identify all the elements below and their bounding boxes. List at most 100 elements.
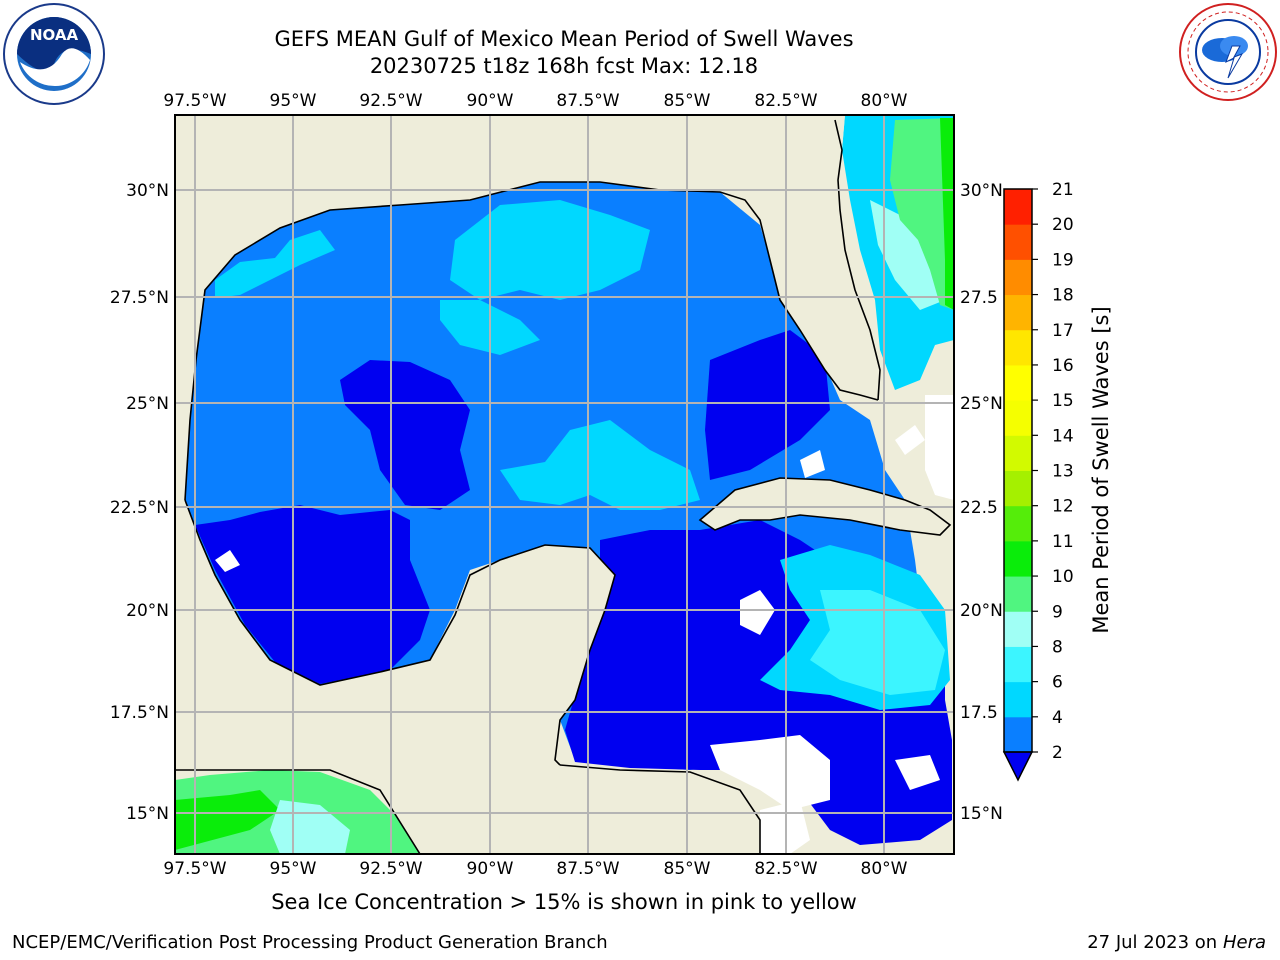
lat-label: 25°N [960,394,1003,414]
lon-label: 92.5°W [359,91,422,111]
colorbar-under-arrow [1002,751,1034,782]
noaa-logo: NOAA [3,3,105,105]
colorbar-tick-label: 2 [1052,743,1063,763]
run-date-text: 27 Jul 2023 on [1087,932,1223,953]
lat-label: 20°N [126,601,169,621]
colorbar-swatch [1004,611,1032,647]
masked-patch-1 [800,450,825,478]
short-period-east [705,330,830,480]
colorbar-tick-label: 6 [1052,673,1063,693]
colorbar-swatch [1004,259,1032,296]
lat-label: 22.5°N [110,498,169,518]
green-swell-atlantic-core [940,118,954,310]
graticule [175,115,954,854]
lon-label: 97.5°W [163,859,226,879]
yucatan-land [175,545,615,854]
masked-patch-3 [710,735,830,810]
lon-label: 95°W [270,91,317,111]
colorbar-swatch [1004,294,1032,331]
colorbar-swatch [1004,470,1032,507]
lon-labels-bottom: 97.5°W 95°W 92.5°W 90°W 87.5°W 85°W 82.5… [163,859,907,879]
colorbar-swatch [1004,329,1032,366]
colorbar-label: Mean Period of Swell Waves [s] [1089,306,1113,633]
lon-labels-top: 97.5°W 95°W 92.5°W 90°W 87.5°W 85°W 82.5… [163,91,907,111]
lon-label: 90°W [467,91,514,111]
map-subtitle: 20230725 t18z 168h fcst Max: 12.18 [369,54,759,78]
lon-label: 82.5°W [754,91,817,111]
colorbar-tick-label: 17 [1052,321,1074,341]
colorbar-tick-label: 14 [1052,426,1074,446]
colorbar-swatch [1004,646,1032,683]
swell-patch-north [450,200,650,300]
swell-patch-nw [215,230,335,298]
green-swell-atlantic [890,118,954,310]
machine-name: Hera [1222,932,1266,953]
colorbar-swatch [1004,400,1032,436]
lon-label: 92.5°W [359,859,422,879]
lon-label: 87.5°W [556,859,619,879]
florida-tip [830,115,845,180]
colorbar-tick-label: 19 [1052,250,1074,270]
colorbar-swatch [1004,364,1032,401]
producer-credit: NCEP/EMC/Verification Post Processing Pr… [12,932,608,953]
colorbar: 2 4 6 8 9 10 11 12 13 14 15 16 17 18 19 20 21 [1002,180,1074,782]
colorbar-tick-label: 18 [1052,286,1074,306]
lon-label: 85°W [664,91,711,111]
colorbar-tick-label: 15 [1052,391,1074,411]
lat-label: 15°N [960,804,1003,824]
masked-patch-2 [740,590,775,635]
lat-label: 17.5 [960,703,998,723]
masked-patch-5 [895,425,925,455]
colorbar-tick-label: 9 [1052,602,1063,622]
map-title: GEFS MEAN Gulf of Mexico Mean Period of … [274,27,854,51]
lat-label: 27.5°N [110,288,169,308]
lon-label: 82.5°W [754,859,817,879]
lon-label: 87.5°W [556,91,619,111]
lon-label: 80°W [861,91,908,111]
nws-logo [1179,3,1277,101]
colorbar-swatch [1004,435,1032,471]
lat-label: 17.5°N [110,703,169,723]
central-america-land [560,765,760,854]
masked-patch-8 [215,550,240,572]
colorbar-tick-label: 20 [1052,215,1074,235]
swell-band-caribbean-light [810,590,945,695]
colorbar-swatch [1004,224,1032,260]
lat-label: 15°N [126,804,169,824]
colorbar-swatch [1004,576,1032,612]
lat-labels-left: 30°N 27.5°N 25°N 22.5°N 20°N 17.5°N 15°N [110,181,169,824]
colorbar-tick-label: 16 [1052,356,1074,376]
masked-patch-7 [895,755,940,790]
run-date: 27 Jul 2023 on Hera [1087,932,1266,953]
colorbar-tick-label: 11 [1052,532,1074,552]
florida-peninsula [740,180,880,400]
lat-label: 30°N [126,181,169,201]
map-frame [174,114,955,855]
noaa-logo-text: NOAA [30,26,79,44]
lat-label: 22.5 [960,498,998,518]
sea-ice-note: Sea Ice Concentration > 15% is shown in … [271,890,857,914]
lat-label: 25°N [126,394,169,414]
colorbar-tick-label: 21 [1052,180,1074,200]
lon-label: 97.5°W [163,91,226,111]
masked-patch-6 [925,395,954,500]
swell-patch-center [500,420,700,510]
lon-label: 95°W [270,859,317,879]
lon-label: 90°W [467,859,514,879]
lat-labels-right: 30°N 27.5 25°N 22.5 20°N 17.5 15°N [960,181,1003,824]
colorbar-swatch [1004,716,1032,753]
lon-label: 85°W [664,859,711,879]
green-swell-pacific-core [175,790,280,850]
lat-label: 27.5 [960,288,998,308]
short-period-west [195,505,430,684]
lon-label: 80°W [861,859,908,879]
lat-label: 20°N [960,601,1003,621]
colorbar-swatch [1004,505,1032,542]
colorbar-tick-label: 13 [1052,462,1074,482]
lat-label: 30°N [960,181,1003,201]
colorbar-tick-label: 12 [1052,497,1074,517]
short-period-central [340,360,470,510]
colorbar-tick-label: 10 [1052,567,1074,587]
colorbar-tick-label: 4 [1052,708,1063,728]
